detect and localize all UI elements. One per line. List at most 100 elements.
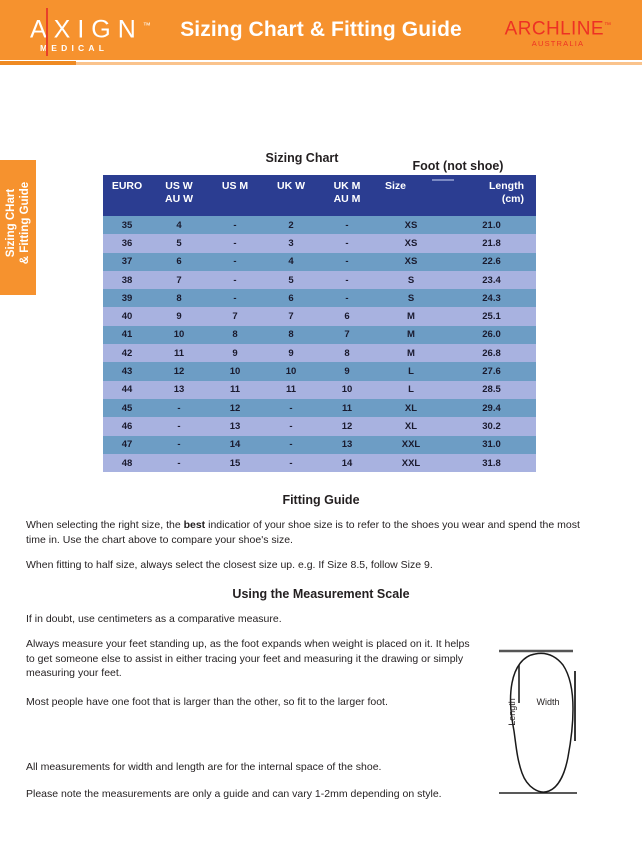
table-row: 35 4-2- XS 21.0	[103, 216, 536, 235]
fitting-guide-paragraph-1: When selecting the right size, the best …	[26, 518, 596, 547]
table-row: 45-12-11 XL 29.4	[103, 398, 536, 418]
cell-uk-w: 9	[263, 344, 319, 363]
cell-size: XS	[375, 234, 447, 253]
column-header-us-w-sub: AU W	[165, 193, 193, 205]
foot-outline-icon	[499, 649, 577, 794]
cell-uk-m: 13	[319, 435, 375, 454]
table-row: 37 6-4- XS 22.6	[103, 252, 536, 271]
cell-uk-w: -	[263, 453, 319, 473]
cell-us-m: -	[207, 270, 263, 290]
measurement-paragraph-1: If in doubt, use centimeters as a compar…	[26, 613, 282, 625]
cell-us-m: 8	[207, 325, 263, 345]
header-spacer-mark	[432, 179, 454, 181]
cell-us-m: 11	[207, 380, 263, 399]
cell-length: 27.6	[447, 362, 536, 381]
cell-euro: 36	[103, 234, 151, 253]
cell-size: XS	[375, 216, 447, 235]
measurement-paragraph-5: Please note the measurements are only a …	[26, 788, 442, 800]
table-row: 48-15-14 XXL 31.8	[103, 453, 536, 473]
measurement-paragraph-4: All measurements for width and length ar…	[26, 761, 382, 773]
cell-us-w: 5	[151, 234, 207, 253]
cell-euro: 39	[103, 289, 151, 308]
cell-us-m: 14	[207, 435, 263, 454]
cell-uk-w: -	[263, 435, 319, 454]
cell-us-m: -	[207, 289, 263, 308]
column-header-length: Length (cm)	[447, 175, 536, 216]
cell-length: 31.8	[447, 453, 536, 473]
cell-us-w: 4	[151, 216, 207, 235]
table-row: 41 10 8 8 7 M 26.0	[103, 325, 536, 345]
table-row: 42 11 9 9 8 M 26.8	[103, 344, 536, 363]
table-row: 47-14-13 XXL 31.0	[103, 435, 536, 454]
column-header-size: Size	[375, 175, 447, 216]
cell-us-w: 9	[151, 307, 207, 326]
foot-measurement-diagram: Length Width	[495, 645, 635, 800]
fitting-guide-heading: Fitting Guide	[282, 493, 360, 507]
cell-euro: 35	[103, 216, 151, 235]
table-row: 46-13-12 XL 30.2	[103, 417, 536, 436]
cell-us-w: -	[151, 435, 207, 454]
cell-uk-m: -	[319, 270, 375, 290]
column-header-length-sub: (cm)	[501, 193, 524, 205]
cell-us-w: 8	[151, 289, 207, 308]
cell-uk-w: -	[263, 417, 319, 436]
cell-euro: 42	[103, 344, 151, 363]
cell-size: XS	[375, 252, 447, 271]
para-1-tail: indicatior of your shoe size is to refer…	[26, 519, 580, 546]
cell-uk-w: 4	[263, 252, 319, 271]
cell-uk-w: 6	[263, 289, 319, 308]
axign-trademark-icon: ™	[142, 21, 151, 30]
side-tab-label: Sizing CHart & Fitting Guide	[5, 181, 31, 265]
column-header-us-w: US W AU W	[151, 175, 207, 216]
foot-length-label: Length	[507, 698, 517, 726]
cell-euro: 38	[103, 270, 151, 290]
cell-size: M	[375, 344, 447, 363]
cell-us-w: -	[151, 453, 207, 473]
cell-size: S	[375, 289, 447, 308]
table-header-row: EURO US W AU W US M UK W UK M AU M Size Le…	[103, 175, 536, 216]
cell-uk-m: 12	[319, 417, 375, 436]
cell-length: 28.5	[447, 380, 536, 399]
cell-length: 26.8	[447, 344, 536, 363]
cell-uk-m: -	[319, 216, 375, 235]
cell-length: 23.4	[447, 270, 536, 290]
cell-length: 21.0	[447, 216, 536, 235]
cell-size: M	[375, 307, 447, 326]
cell-us-m: 10	[207, 362, 263, 381]
cell-uk-m: 9	[319, 362, 375, 381]
header-divider-accent	[0, 61, 76, 65]
cell-us-w: 13	[151, 380, 207, 399]
measurement-paragraph-2: Always measure your feet standing up, as…	[26, 638, 470, 679]
cell-uk-w: 8	[263, 325, 319, 345]
cell-euro: 41	[103, 325, 151, 345]
cell-euro: 44	[103, 380, 151, 399]
cell-size: XXL	[375, 453, 447, 473]
cell-us-w: 11	[151, 344, 207, 363]
table-row: 40 9 7 7 6 M 25.1	[103, 307, 536, 326]
cell-length: 30.2	[447, 417, 536, 436]
measurement-paragraph-3: Most people have one foot that is larger…	[26, 696, 388, 708]
cell-size: M	[375, 325, 447, 345]
cell-uk-w: 11	[263, 380, 319, 399]
cell-euro: 40	[103, 307, 151, 326]
column-header-uk-m: UK M AU M	[319, 175, 375, 216]
axign-accent-stroke-icon	[46, 8, 48, 56]
cell-uk-m: 14	[319, 453, 375, 473]
cell-length: 25.1	[447, 307, 536, 326]
column-header-uk-w: UK W	[263, 175, 319, 216]
cell-us-w: -	[151, 398, 207, 418]
cell-us-m: -	[207, 234, 263, 253]
page-title: Sizing Chart & Fitting Guide	[180, 18, 462, 41]
table-row: 39 8-6- S 24.3	[103, 289, 536, 308]
cell-us-m: -	[207, 252, 263, 271]
cell-us-m: -	[207, 216, 263, 235]
cell-uk-m: 6	[319, 307, 375, 326]
page-header-band	[0, 0, 642, 60]
archline-logo: ARCHLINE™ AUSTRALIA	[502, 16, 614, 49]
header-divider-rule	[0, 62, 642, 65]
cell-uk-w: 7	[263, 307, 319, 326]
column-header-us-m: US M	[207, 175, 263, 216]
cell-us-m: 13	[207, 417, 263, 436]
cell-length: 26.0	[447, 325, 536, 345]
side-tab: Sizing CHart & Fitting Guide	[0, 160, 36, 295]
